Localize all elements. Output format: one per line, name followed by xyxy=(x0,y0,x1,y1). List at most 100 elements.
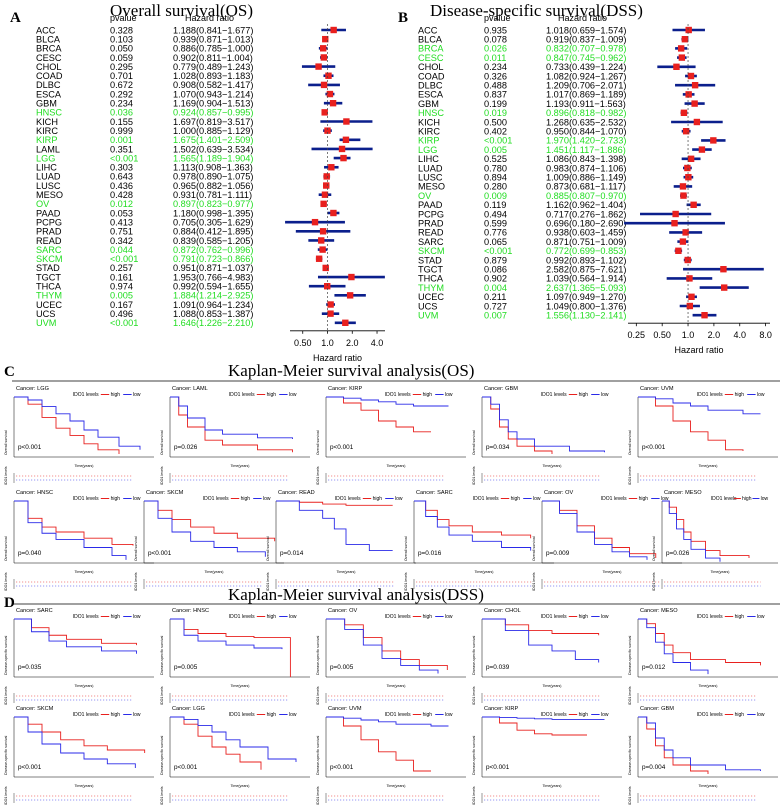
km-pvalue: p=0.004 xyxy=(642,764,666,771)
km-x-label: Time(years) xyxy=(204,570,223,574)
x-axis-title: Hazard ratio xyxy=(313,353,362,363)
row-cancer-label: OV xyxy=(418,191,432,201)
row-pvalue: 0.119 xyxy=(484,200,506,210)
km-x-label: Time(years) xyxy=(710,570,729,574)
hr-point xyxy=(324,283,331,290)
km-y-label: Overall survival xyxy=(316,430,320,455)
pvalue-header: pvalue xyxy=(110,13,137,23)
row-cancer-label: BRCA xyxy=(36,44,62,54)
km-x-label: Time(years) xyxy=(230,684,249,688)
row-cancer-label: UCEC xyxy=(418,292,444,302)
km-x-label: Time(years) xyxy=(542,684,561,688)
row-pvalue: 0.599 xyxy=(484,219,507,229)
km-y-label: Overall survival xyxy=(404,536,408,561)
km-legend-high: high xyxy=(579,614,589,620)
row-pvalue: 0.303 xyxy=(110,163,133,173)
row-hazard-ratio: 0.791(0.723−0.866) xyxy=(173,254,253,264)
row-hazard-ratio: 0.931(0.781−1.111) xyxy=(173,190,252,200)
risk-table-label: IDO1 levels xyxy=(4,572,8,591)
row-hazard-ratio: 0.938(0.603−1.459) xyxy=(546,228,626,238)
row-hazard-ratio: 1.086(0.843−1.398) xyxy=(546,154,626,164)
km-legend-label: IDO1 levels xyxy=(385,712,411,718)
row-pvalue: 0.044 xyxy=(110,245,133,255)
km-pvalue: p<0.001 xyxy=(18,764,42,771)
km-curve-low xyxy=(170,396,293,439)
km-y-label: Overall survival xyxy=(160,430,164,455)
km-y-label: Overall survival xyxy=(532,536,536,561)
risk-table-label: IDO1 levels xyxy=(652,572,656,591)
row-cancer-label: MESO xyxy=(36,190,63,200)
row-hazard-ratio: 1.070(0.943−1.214) xyxy=(173,89,253,99)
km-legend-label: IDO1 levels xyxy=(229,614,255,620)
km-legend-low: low xyxy=(761,496,769,502)
km-legend-high: high xyxy=(639,496,649,502)
row-pvalue: <0.001 xyxy=(110,153,138,163)
km-legend-low: low xyxy=(133,712,141,718)
row-pvalue: 0.086 xyxy=(484,265,507,275)
row-cancer-label: GBM xyxy=(36,99,57,109)
row-pvalue: 0.496 xyxy=(110,309,133,319)
row-hazard-ratio: 1.970(1.420−2.733) xyxy=(546,136,626,146)
hr-point xyxy=(686,275,693,282)
km-cancer-title: Cancer: READ xyxy=(278,490,315,496)
hr-point xyxy=(678,54,686,61)
row-cancer-label: KIRP xyxy=(36,135,57,145)
panel-a-title: Overall survival(OS) xyxy=(110,1,253,20)
row-cancer-label: KIRP xyxy=(418,136,439,146)
km-y-label: Disease-specific survival xyxy=(316,735,320,775)
row-pvalue: 0.234 xyxy=(484,62,507,72)
km-y-label: Disease-specific survival xyxy=(160,735,164,775)
risk-table-label: IDO1 levels xyxy=(472,466,476,485)
km-legend-low: low xyxy=(601,712,609,718)
row-hazard-ratio: 1.565(1.189−1.904) xyxy=(173,153,253,163)
row-pvalue: 0.413 xyxy=(110,217,133,227)
row-hazard-ratio: 1.169(0.904−1.513) xyxy=(173,99,253,109)
km-legend-label: IDO1 levels xyxy=(473,496,499,502)
km-pvalue: p=0.005 xyxy=(174,664,198,671)
hr-point xyxy=(721,284,728,291)
km-curve-low xyxy=(170,716,297,762)
row-pvalue: 0.036 xyxy=(110,108,133,118)
km-legend-high: high xyxy=(735,392,745,398)
row-cancer-label: LGG xyxy=(418,145,437,155)
hr-point xyxy=(698,146,706,153)
row-cancer-label: UCS xyxy=(36,309,55,319)
km-x-label: Time(years) xyxy=(542,784,561,788)
km-legend-high: high xyxy=(111,712,121,718)
hr-point xyxy=(343,118,350,125)
row-hazard-ratio: 1.097(0.949−1.270) xyxy=(546,292,626,302)
km-pvalue: p=0.026 xyxy=(174,444,198,451)
panel-d-letter: D xyxy=(4,595,15,611)
km-curve-low xyxy=(14,716,136,768)
risk-table-label: IDO1 levels xyxy=(266,572,270,591)
km-y-label: Overall survival xyxy=(628,430,632,455)
risk-table-label: IDO1 levels xyxy=(628,686,632,705)
row-cancer-label: LGG xyxy=(36,153,55,163)
row-cancer-label: COAD xyxy=(418,71,445,81)
km-x-label: Time(years) xyxy=(386,464,405,468)
hr-point xyxy=(685,91,692,98)
x-tick-label: 0.50 xyxy=(294,338,312,348)
row-pvalue: 0.053 xyxy=(110,208,133,218)
hr-point xyxy=(320,200,327,208)
row-pvalue: 0.751 xyxy=(110,227,133,237)
km-x-label: Time(years) xyxy=(74,464,93,468)
km-curve-high xyxy=(144,500,276,542)
row-cancer-label: CESC xyxy=(418,53,444,63)
row-hazard-ratio: 0.919(0.837−1.009) xyxy=(546,35,626,45)
km-legend-high: high xyxy=(423,392,433,398)
row-pvalue: 0.525 xyxy=(484,154,507,164)
x-tick-label: 1.0 xyxy=(321,338,334,348)
km-legend-label: IDO1 levels xyxy=(335,496,361,502)
row-pvalue: 0.026 xyxy=(484,44,507,54)
row-cancer-label: BLCA xyxy=(36,34,61,44)
row-hazard-ratio: 0.939(0.871−1.013) xyxy=(173,34,253,44)
hr-point xyxy=(319,45,327,52)
hr-point xyxy=(691,100,698,107)
hr-point xyxy=(701,312,708,319)
row-pvalue: 0.280 xyxy=(484,182,507,192)
km-legend-low: low xyxy=(445,392,453,398)
km-curve-low xyxy=(144,500,266,557)
km-y-label: Disease-specific survival xyxy=(160,635,164,675)
hazard-ratio-header: Hazard ratio xyxy=(558,13,607,23)
